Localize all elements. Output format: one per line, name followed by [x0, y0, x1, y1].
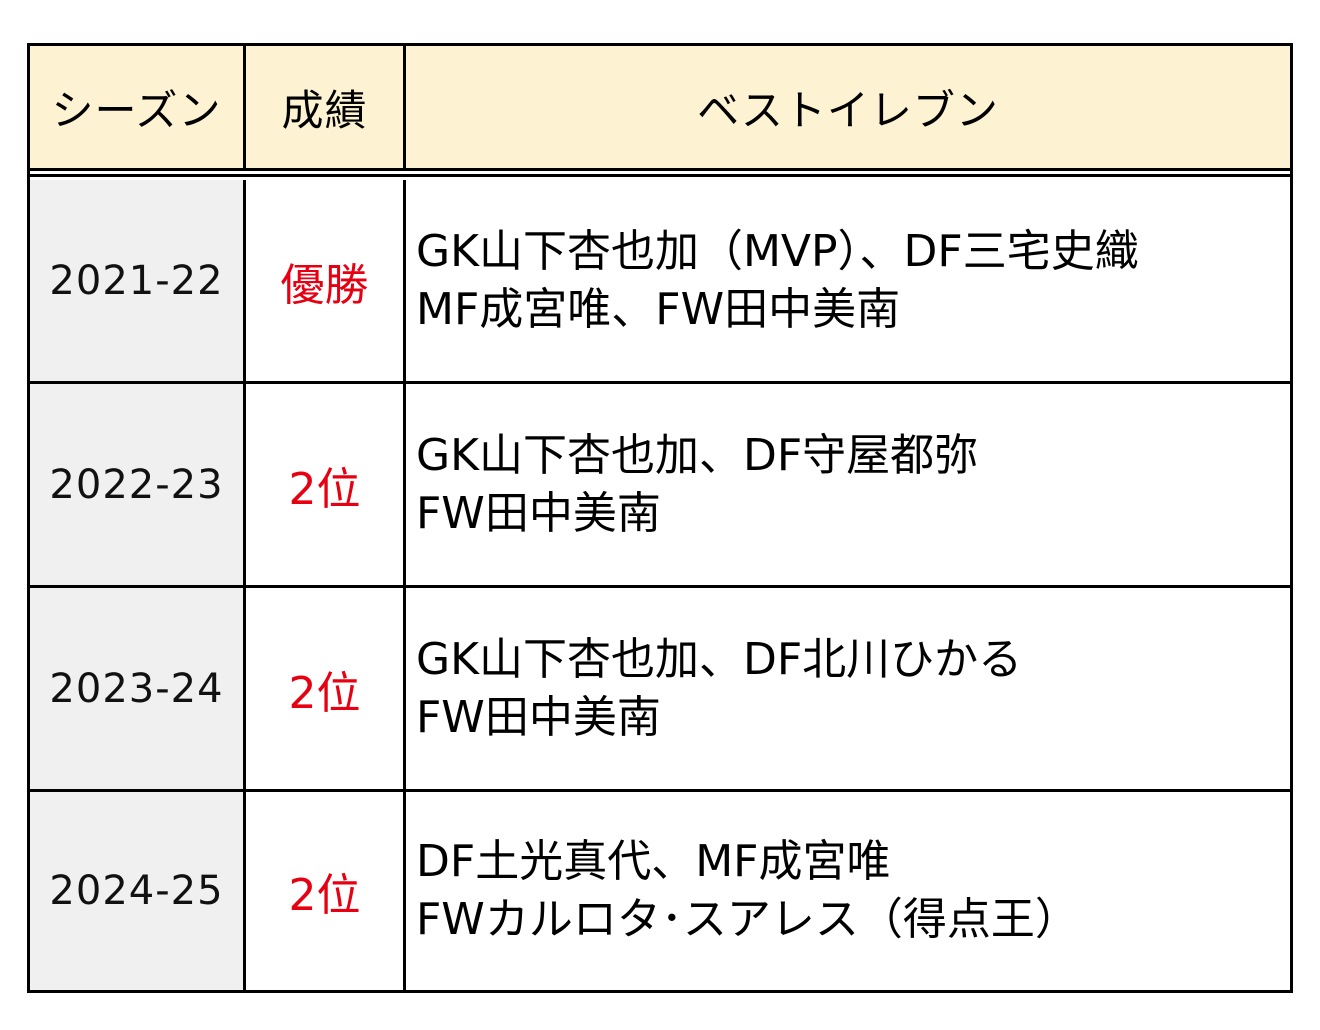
best-eleven-line: FWカルロタ･スアレス（得点王） [416, 894, 1079, 945]
header-double-rule [30, 171, 1290, 177]
best-eleven-line: FW田中美南 [416, 487, 661, 539]
season-cell: 2023-24 [30, 588, 243, 789]
season-cell: 2024-25 [30, 792, 243, 990]
header-season-cell: シーズン [30, 46, 243, 168]
result-cell: 2位 [243, 792, 403, 990]
best-eleven-line: MF成宮唯、FW田中美南 [416, 283, 901, 335]
header-result-cell: 成績 [243, 46, 403, 168]
best-eleven-cell: GK山下杏也加、DF北川ひかる FW田中美南 [403, 588, 1290, 789]
result-value: 2位 [288, 667, 361, 719]
result-cell: 2位 [243, 588, 403, 789]
table-row: 2024-25 2位 DF土光真代、MF成宮唯 FWカルロタ･スアレス（得点王） [30, 792, 1290, 990]
best-eleven-cell: DF土光真代、MF成宮唯 FWカルロタ･スアレス（得点王） [403, 792, 1290, 990]
result-value: 2位 [288, 870, 361, 921]
best-eleven-cell: GK山下杏也加、DF守屋都弥 FW田中美南 [403, 384, 1290, 585]
season-cell: 2022-23 [30, 384, 243, 585]
header-season: シーズン [51, 85, 222, 135]
table-row: 2023-24 2位 GK山下杏也加、DF北川ひかる FW田中美南 [30, 588, 1290, 792]
table-row: 2022-23 2位 GK山下杏也加、DF守屋都弥 FW田中美南 [30, 384, 1290, 588]
season-value: 2022-23 [49, 461, 224, 508]
season-cell: 2021-22 [30, 180, 243, 381]
result-value: 優勝 [280, 259, 369, 311]
best-eleven-line: GK山下杏也加、DF北川ひかる [416, 633, 1023, 685]
season-results-table: シーズン 成績 ベストイレブン 2021-22 優勝 GK山下杏也加（MVP）、… [27, 43, 1293, 993]
best-eleven-line: GK山下杏也加、DF守屋都弥 [416, 429, 979, 481]
header-best-eleven-cell: ベストイレブン [403, 46, 1290, 168]
header-result: 成績 [281, 85, 368, 135]
result-cell: 優勝 [243, 180, 403, 381]
best-eleven-line: FW田中美南 [416, 691, 661, 743]
season-value: 2021-22 [49, 257, 224, 304]
header-best-eleven: ベストイレブン [697, 85, 999, 135]
result-value: 2位 [288, 463, 361, 515]
table-row: 2021-22 優勝 GK山下杏也加（MVP）、DF三宅史織 MF成宮唯、FW田… [30, 180, 1290, 384]
season-value: 2024-25 [49, 868, 224, 914]
best-eleven-line: DF土光真代、MF成宮唯 [416, 836, 891, 887]
season-value: 2023-24 [49, 665, 224, 712]
result-cell: 2位 [243, 384, 403, 585]
best-eleven-cell: GK山下杏也加（MVP）、DF三宅史織 MF成宮唯、FW田中美南 [403, 180, 1290, 381]
table-header-row: シーズン 成績 ベストイレブン [30, 46, 1290, 171]
best-eleven-line: GK山下杏也加（MVP）、DF三宅史織 [416, 225, 1139, 277]
